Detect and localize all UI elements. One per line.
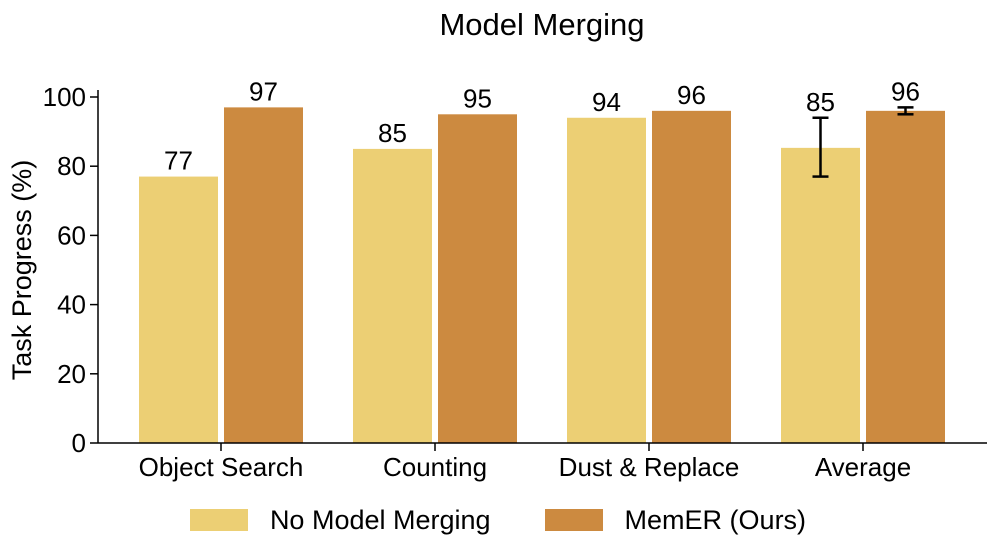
bar-value-label: 96 [677,80,706,110]
y-tick-label: 40 [57,290,86,320]
bar-value-label: 77 [164,146,193,176]
bar [567,117,646,443]
legend-swatch-memer [544,509,603,531]
legend-label-no-model-merging: No Model Merging [269,504,491,535]
bar [438,114,517,444]
bar-value-label: 85 [806,87,835,117]
bars-group: 77 97 85 95 94 96 85 96 [139,76,945,444]
bar [224,107,303,443]
x-tick-label: Counting [383,452,487,482]
error-bar [812,116,829,178]
bar-value-label: 94 [592,87,621,117]
legend-item-no-model-merging: No Model Merging [189,504,491,536]
y-tick-label: 60 [57,220,86,250]
bar-value-label: 96 [891,76,920,106]
x-axis-ticks: Object Search Counting Dust & Replace Avera… [139,443,911,482]
legend-label-memer: MemER (Ours) [624,504,807,535]
y-tick-label: 100 [43,82,86,112]
bar [781,147,860,443]
bar-value-label: 85 [378,118,407,148]
y-axis-ticks: 0 20 40 60 80 100 [43,82,98,458]
y-axis-label: Task Progress (%) [7,160,37,381]
legend-item-memer: MemER (Ours) [544,504,807,536]
bar [652,110,731,443]
y-tick-label: 20 [57,359,86,389]
bar-value-label: 95 [463,83,492,113]
legend-swatch-no-model-merging [189,509,248,531]
x-tick-label: Dust & Replace [559,452,740,482]
y-tick-label: 80 [57,151,86,181]
bar-value-label: 97 [249,76,278,106]
x-tick-label: Object Search [139,452,304,482]
bar [866,110,945,443]
y-tick-label: 0 [72,428,86,458]
error-bar [897,106,914,116]
bar [139,176,218,443]
legend: No Model Merging MemER (Ours) [0,500,996,540]
chart-title: Model Merging [439,7,644,42]
x-tick-label: Average [815,452,911,482]
bar [353,148,432,443]
